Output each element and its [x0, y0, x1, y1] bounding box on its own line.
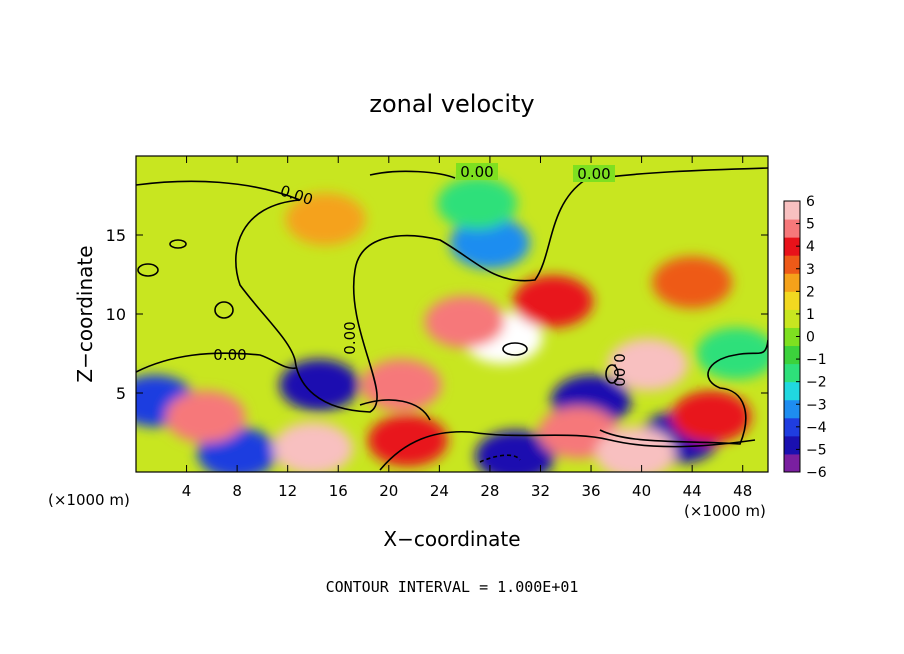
x-unit-right: (×1000 m) — [684, 502, 766, 520]
velocity-feature — [449, 216, 530, 269]
y-tick-label: 5 — [116, 384, 126, 403]
zero-contours — [136, 167, 768, 471]
contour-line — [479, 454, 521, 463]
velocity-feature — [285, 193, 366, 246]
contour-line — [502, 342, 528, 356]
velocity-feature — [272, 422, 353, 472]
colorbar-tick-label: −2 — [806, 375, 827, 391]
y-axis-label: Z−coordinate — [73, 245, 97, 382]
colorbar-tick-label: −4 — [806, 420, 827, 436]
colorbar-swatch — [784, 219, 800, 238]
colorbar: 6 5 4 3 2 1 0 −1 −2 −3 −4 −5 −6 — [783, 194, 827, 481]
velocity-feature — [361, 359, 442, 412]
velocity-feature — [671, 390, 752, 443]
colorbar-tick-label: 3 — [806, 262, 815, 278]
contour-line — [137, 263, 159, 277]
velocity-feature — [424, 295, 505, 348]
colorbar-swatch — [784, 255, 800, 274]
x-tick-label: 16 — [329, 482, 348, 500]
contour-line — [169, 239, 187, 249]
velocity-feature — [367, 414, 448, 467]
colorbar-swatch — [784, 327, 800, 347]
velocity-feature — [165, 390, 246, 443]
colorbar-tick-label: −6 — [806, 465, 827, 481]
colorbar-tick-label: 4 — [806, 239, 815, 255]
colorbar-tick-label: 0 — [806, 330, 815, 346]
x-tick-label: 8 — [232, 482, 242, 500]
contour-label: 0.00 — [460, 163, 493, 181]
colorbar-swatch — [784, 381, 800, 401]
colorbar-tick-label: 2 — [806, 284, 815, 300]
contour-label: 0.00 — [610, 353, 628, 386]
contour-line — [599, 339, 768, 445]
x-tick-label: 44 — [683, 482, 702, 500]
colorbar-tick-label: 6 — [806, 194, 815, 210]
colorbar-swatch — [784, 237, 800, 256]
colorbar-swatch — [784, 345, 800, 365]
velocity-feature — [595, 427, 676, 472]
velocity-feature — [607, 338, 688, 391]
x-unit-left: (×1000 m) — [48, 491, 130, 509]
colorbar-swatch — [784, 291, 800, 310]
velocity-feature — [475, 430, 556, 472]
x-axis-label: X−coordinate — [383, 527, 520, 551]
colorbar-tick-label: −3 — [806, 397, 827, 413]
x-axis-ticks: 4 8 12 16 20 24 28 32 36 40 44 48 — [182, 156, 752, 500]
chart-title: zonal velocity — [369, 90, 534, 118]
colorbar-swatch — [784, 201, 800, 220]
colorbar-tick-label: 1 — [806, 307, 815, 323]
contour-label: 0.00 — [577, 165, 610, 183]
colorbar-tick-label: −5 — [806, 442, 827, 458]
contour-label: 0.00 — [213, 346, 246, 364]
colorbar-swatch — [784, 273, 800, 292]
colorbar-swatch — [784, 309, 800, 328]
contour-line — [214, 301, 234, 319]
colorbar-tick-label: −1 — [806, 352, 827, 368]
velocity-feature — [279, 359, 360, 412]
colorbar-tick-label: 5 — [806, 217, 815, 233]
colorbar-swatch — [784, 453, 800, 473]
colorbar-swatch — [784, 399, 800, 419]
contour-line — [369, 170, 456, 179]
x-tick-label: 28 — [480, 482, 499, 500]
y-tick-label: 10 — [106, 305, 126, 324]
contour-line — [359, 399, 431, 421]
velocity-feature — [652, 256, 733, 309]
x-tick-label: 32 — [531, 482, 550, 500]
colorbar-swatch — [784, 417, 800, 437]
contour-interval-footer: CONTOUR INTERVAL = 1.000E+01 — [326, 578, 579, 596]
x-tick-label: 36 — [581, 482, 600, 500]
contour-line — [605, 364, 619, 384]
x-tick-label: 4 — [182, 482, 192, 500]
contour-line — [136, 352, 297, 373]
x-tick-label: 48 — [733, 482, 752, 500]
velocity-feature — [437, 177, 518, 230]
x-tick-label: 20 — [379, 482, 398, 500]
contour-line — [379, 430, 756, 471]
colorbar-swatch — [784, 363, 800, 383]
y-axis-ticks: 5 10 15 — [106, 226, 768, 403]
contour-line — [136, 167, 768, 413]
velocity-feature — [513, 275, 594, 328]
x-tick-label: 40 — [632, 482, 651, 500]
y-tick-label: 15 — [106, 226, 126, 245]
velocity-feature — [696, 327, 768, 380]
heatmap-field — [136, 156, 768, 472]
x-tick-label: 24 — [430, 482, 449, 500]
x-tick-label: 12 — [278, 482, 297, 500]
contour-label: 0.00 — [341, 321, 359, 354]
colorbar-swatch — [784, 435, 800, 455]
